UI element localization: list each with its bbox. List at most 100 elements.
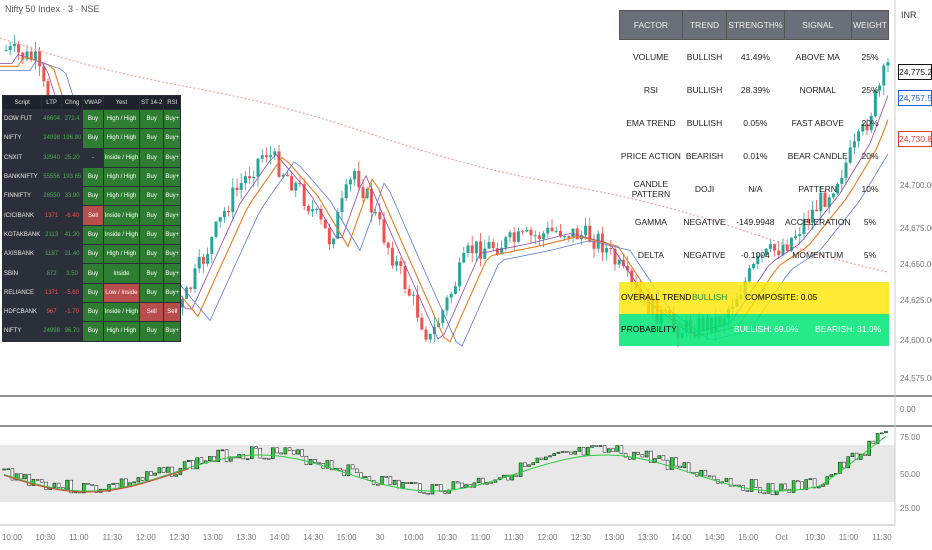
candle-body <box>445 297 449 311</box>
rsi-candle <box>670 457 674 470</box>
rsi-candle <box>565 451 569 453</box>
scanner-row[interactable]: SBIN 872 3.50 Buy Inside Buy Buy+ <box>1 263 182 284</box>
scanner-row[interactable]: NIFTY 24998 96.70 Buy High / High Buy Buy+ <box>1 321 182 342</box>
scanner-header-cell: VWAP <box>82 95 104 110</box>
rsi-candle <box>6 468 10 470</box>
candle-body <box>403 266 407 290</box>
candle-body <box>563 236 567 238</box>
rsi-candle <box>422 492 426 494</box>
scanner-cell: Buy+ <box>163 224 182 246</box>
rsi-candle <box>258 447 262 459</box>
scanner-cell: 33.90 <box>60 186 84 207</box>
rsi-candle <box>296 449 300 455</box>
scanner-cell: 967 <box>41 301 62 323</box>
candle-body <box>752 263 756 269</box>
scanner-row[interactable]: AXISBANK 1187 21.40 Buy High / High Buy Buy+ <box>1 244 182 265</box>
candle-body <box>495 248 499 255</box>
rsi-candle <box>724 478 729 483</box>
candle-body <box>882 65 886 86</box>
candle-body <box>789 237 793 251</box>
scanner-cell: Buy <box>139 244 165 265</box>
factor-cell: 28.39% <box>740 84 770 95</box>
rsi-candle <box>544 456 548 460</box>
rsi-candle <box>182 461 187 469</box>
rsi-candle <box>174 474 178 477</box>
candle-body <box>865 124 869 131</box>
rsi-candle <box>602 445 607 453</box>
candle-body <box>256 158 260 177</box>
candle-body <box>878 85 882 91</box>
rsi-candle <box>598 445 603 447</box>
scanner-row[interactable]: BANKNIFTY 55556 193.65 Buy High / High Buy Buy… <box>1 166 182 188</box>
candle-body <box>802 219 806 235</box>
scanner-row[interactable]: KOTAKBANK 2113 41.30 Buy Inside / High Buy Buy… <box>1 224 182 246</box>
scanner-cell: Buy <box>139 108 165 130</box>
scanner-cell: Buy+ <box>163 147 182 168</box>
candle-body <box>819 192 823 212</box>
rsi-candle <box>636 451 640 455</box>
factor-cell: ACCELERATION <box>785 216 851 227</box>
scanner-cell: FINNIFTY <box>1 186 43 207</box>
rsi-candle <box>590 445 594 448</box>
rsi-candle <box>199 457 204 464</box>
rsi-candle <box>850 452 855 457</box>
candle-body <box>252 176 256 179</box>
candle-body <box>248 176 252 179</box>
rsi-candle <box>661 455 666 461</box>
candle-body <box>533 235 537 237</box>
scanner-cell: 1371 <box>41 282 62 303</box>
scanner-row[interactable]: DOW FUT 46604 272.4 Buy High / High Buy Buy+ <box>1 108 182 130</box>
scanner-cell: 46604 <box>41 108 62 130</box>
candle-body <box>4 50 8 52</box>
rsi-candle <box>350 464 355 470</box>
scanner-row[interactable]: RELIANCE 1371 -5.60 Buy Low / Inside Buy Buy+ <box>1 282 182 303</box>
symbol-title[interactable]: Nifty 50 Index · 3 · NSE <box>5 4 100 14</box>
rsi-candle <box>439 484 443 492</box>
rsi-candle <box>527 464 531 467</box>
scanner-row[interactable]: CNXIT 32940 25.20- Inside / High Buy Buy+ <box>1 147 182 168</box>
candle-body <box>500 247 504 255</box>
rsi-candle <box>531 462 535 466</box>
time-axis-label: 13:00 <box>604 533 625 542</box>
factor-cell: RSI <box>643 84 658 95</box>
time-axis-label: 10:30 <box>35 533 56 542</box>
scanner-row[interactable]: HDFCBANK 967 -1.70 Buy Inside / High Sell Sell <box>1 301 182 323</box>
rsi-candle <box>804 479 808 490</box>
candle-body <box>378 212 382 220</box>
scanner-cell: High / High <box>102 186 141 207</box>
candle-body <box>428 333 432 340</box>
candle-body <box>571 228 575 238</box>
scanner-header: Script LTP Chng VWAP Yest ST 14-2 RSI <box>1 95 182 110</box>
rsi-candle <box>27 474 31 486</box>
scanner-cell: High / High <box>102 321 141 342</box>
rsi-candle <box>871 440 876 444</box>
rsi-signal-line <box>3 435 887 492</box>
candle-body <box>823 192 827 207</box>
rsi-candle <box>275 447 279 454</box>
factor-cell: 20% <box>861 150 879 161</box>
rsi-candle <box>577 447 582 452</box>
scanner-cell: Buy <box>82 321 104 342</box>
time-axis-label: 11:00 <box>471 533 491 542</box>
rsi-candle <box>287 447 292 451</box>
rsi-candle <box>460 482 464 488</box>
candle-body <box>357 170 361 188</box>
scanner-cell: Sell <box>82 205 104 226</box>
rsi-candle <box>535 457 540 463</box>
candle-body <box>470 245 474 254</box>
factor-cell: 5% <box>863 216 877 227</box>
candle-body <box>852 141 856 148</box>
rsi-candle <box>300 449 304 457</box>
factor-row: GAMMA NEGATIVE -149.9948 ACCELERATION 5% <box>620 205 889 238</box>
candle-body <box>25 51 29 60</box>
rsi-candle <box>796 480 800 483</box>
scanner-cell: High / High <box>102 166 141 188</box>
candle-body <box>483 248 487 259</box>
rsi-candle <box>90 484 94 486</box>
scanner-row[interactable]: ICICIBANK 1371 -6.40 Sell Inside / High Buy Bu… <box>1 205 182 226</box>
scanner-row[interactable]: FINNIFTY 26550 33.90 Buy High / High Buy Buy+ <box>1 186 182 207</box>
scanner-row[interactable]: NIFTY 24998 196.90 Buy High / High Buy Buy+ <box>1 128 182 149</box>
scanner-cell: Buy <box>82 186 104 207</box>
scanner-cell: Inside / High <box>102 301 141 323</box>
candle-body <box>512 232 516 242</box>
